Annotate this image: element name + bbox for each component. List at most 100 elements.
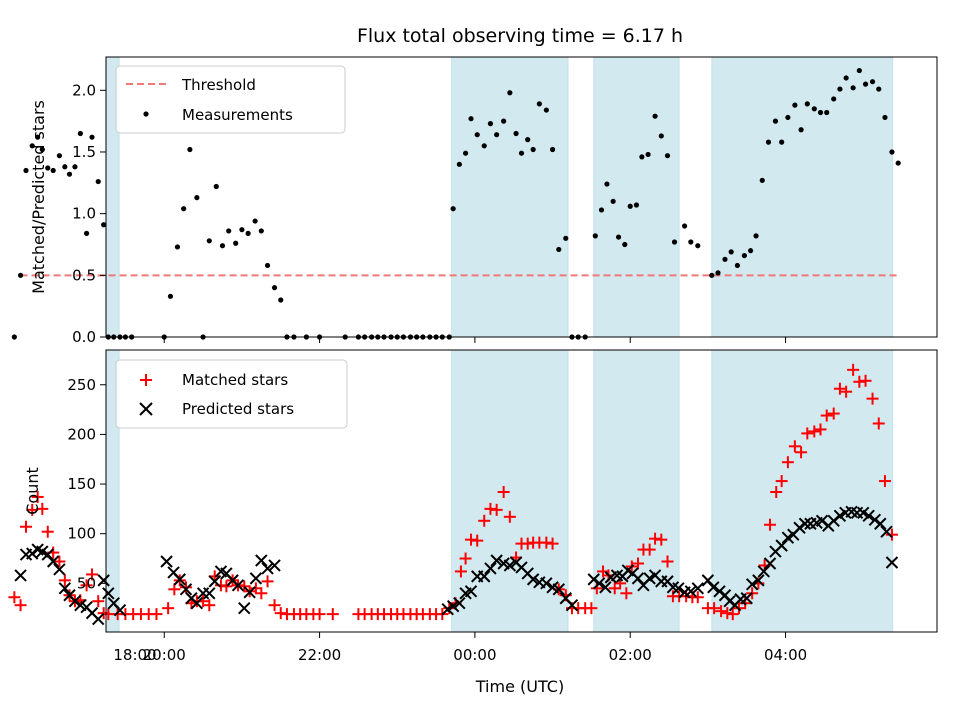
- predicted-star-point: [740, 592, 753, 605]
- measurement-point: [734, 262, 741, 269]
- x-tick-label: 00:00: [453, 646, 496, 664]
- measurement-point: [487, 121, 494, 127]
- measurement-point: [264, 262, 271, 269]
- predicted-star-stroke: [540, 577, 553, 590]
- matched-star-point: [585, 602, 598, 615]
- matched-star-point: [168, 583, 181, 596]
- predicted-star-stroke: [713, 585, 726, 598]
- measurement-point: [889, 149, 895, 155]
- measurement-point: [856, 67, 862, 74]
- predicted-star-stroke: [763, 557, 777, 570]
- y-tick-label: 0.0: [72, 328, 96, 346]
- predicted-star-point: [464, 585, 478, 598]
- measurement-point: [194, 195, 200, 201]
- predicted-star-point: [526, 573, 540, 586]
- predicted-star-stroke: [208, 575, 221, 588]
- predicted-star-point: [102, 587, 115, 600]
- measurement-point: [468, 116, 474, 122]
- measurement-point: [239, 227, 245, 233]
- measurement-point: [35, 134, 41, 140]
- measurement-point: [592, 233, 598, 239]
- predicted-star-stroke: [599, 581, 612, 594]
- matched-star-point: [454, 565, 467, 578]
- measurement-point: [101, 222, 107, 228]
- predicted-star-stroke: [173, 573, 186, 586]
- measurement-point: [563, 235, 569, 241]
- predicted-star-point: [255, 554, 268, 567]
- matched-star-point: [631, 557, 644, 570]
- measurement-point: [258, 228, 264, 234]
- measurement-point: [862, 81, 869, 87]
- matched-star-point: [866, 392, 879, 405]
- predicted-star-stroke: [97, 574, 110, 587]
- predicted-star-stroke: [752, 574, 765, 587]
- measurement-point: [741, 252, 747, 259]
- measurement-point: [681, 223, 688, 229]
- predicted-star-point: [793, 521, 806, 534]
- observing-window: [711, 56, 894, 338]
- matched-star-point: [203, 599, 216, 612]
- predicted-star-stroke: [857, 506, 870, 520]
- measurement-point: [804, 101, 810, 107]
- observing-window: [451, 56, 569, 338]
- predicted-star-stroke: [815, 514, 829, 527]
- matched-star-point: [471, 534, 484, 547]
- measurement-point: [882, 114, 888, 121]
- measurement-point: [72, 164, 78, 170]
- matched-star-point: [708, 602, 721, 615]
- predicted-star-point: [757, 565, 771, 578]
- measurement-point: [462, 150, 469, 156]
- predicted-star-stroke: [464, 585, 478, 598]
- measurement-point: [181, 206, 187, 212]
- predicted-star-point: [723, 595, 736, 608]
- observing-window: [711, 349, 894, 633]
- matched-star-point: [80, 579, 93, 592]
- predicted-star-stroke: [691, 582, 705, 595]
- measurement-point: [688, 239, 694, 245]
- measurement-point: [695, 243, 701, 249]
- measurement-point: [536, 101, 542, 107]
- y-tick-label: 0.5: [72, 266, 96, 284]
- matched-star-point: [878, 475, 891, 488]
- matched-star-point: [655, 533, 668, 546]
- top-y-axis-label: Matched/Predicted stars: [29, 100, 48, 294]
- predicted-star-stroke: [885, 556, 899, 569]
- measurement-point: [543, 107, 549, 113]
- measurement-point: [615, 234, 622, 240]
- measurement-point: [226, 228, 232, 234]
- predicted-star-stroke: [621, 564, 635, 577]
- measurement-point: [39, 146, 45, 153]
- predicted-star-point: [701, 574, 715, 587]
- measurement-point: [622, 241, 628, 248]
- predicted-star-point: [874, 517, 887, 530]
- measurement-point: [62, 164, 68, 170]
- predicted-star-point: [752, 574, 765, 587]
- predicted-star-stroke: [167, 566, 180, 579]
- matched-star-point: [8, 591, 21, 604]
- measurement-point: [785, 114, 791, 121]
- measurement-point: [765, 139, 772, 145]
- x-tick-label: 02:00: [609, 646, 652, 664]
- predicted-star-point: [97, 574, 110, 587]
- y-tick-label: 250: [67, 376, 96, 394]
- top-x-ticks: [163, 337, 787, 343]
- predicted-star-stroke: [160, 555, 173, 568]
- matched-star-point: [788, 440, 801, 453]
- x-tick-label: 22:00: [298, 646, 341, 664]
- matched-star-point: [26, 503, 39, 516]
- predicted-star-stroke: [190, 596, 204, 610]
- matched-star-point: [827, 407, 840, 420]
- measurement-point: [513, 130, 519, 137]
- predicted-star-point: [599, 581, 612, 594]
- matched-star-point: [255, 587, 268, 600]
- matched-star-point: [847, 363, 860, 376]
- y-tick-label: 2.0: [72, 81, 96, 99]
- predicted-star-stroke: [745, 578, 759, 591]
- measurement-point: [598, 207, 605, 213]
- measurement-point: [817, 109, 824, 116]
- predicted-star-stroke: [46, 555, 60, 568]
- measurement-point: [627, 203, 633, 209]
- matched-star-point: [20, 520, 33, 533]
